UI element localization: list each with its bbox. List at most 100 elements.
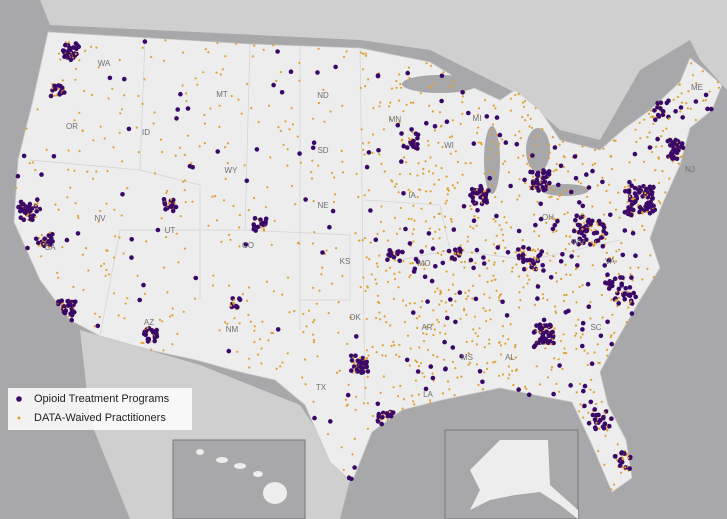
practitioner-dot <box>390 179 393 182</box>
state-label: NE <box>317 201 328 210</box>
practitioner-dot <box>485 320 488 323</box>
practitioner-dot <box>668 177 671 180</box>
treatment-program-dot <box>59 85 65 91</box>
treatment-program-dot <box>477 369 483 374</box>
practitioner-dot <box>601 176 604 179</box>
practitioner-dot <box>202 71 205 74</box>
practitioner-dot <box>610 155 613 158</box>
treatment-program-dot <box>521 245 526 250</box>
treatment-program-dot <box>610 283 615 289</box>
practitioner-dot <box>313 318 316 322</box>
practitioner-dot <box>382 230 385 233</box>
practitioner-dot <box>37 244 40 247</box>
practitioner-dot <box>418 315 421 318</box>
practitioner-dot <box>648 112 651 115</box>
practitioner-dot <box>456 181 459 184</box>
practitioner-dot <box>362 276 365 279</box>
practitioner-dot <box>439 125 442 128</box>
practitioner-dot <box>238 322 241 325</box>
practitioner-dot <box>456 376 459 379</box>
practitioner-dot <box>362 148 365 151</box>
practitioner-dot <box>645 210 648 214</box>
practitioner-dot <box>467 352 470 355</box>
practitioner-dot <box>224 146 227 149</box>
treatment-program-dot <box>602 421 608 427</box>
practitioner-dot <box>454 252 457 255</box>
treatment-program-dot <box>33 236 39 242</box>
practitioner-dot <box>677 162 681 165</box>
practitioner-dot <box>641 224 644 228</box>
treatment-program-dot <box>592 417 598 422</box>
treatment-program-dot <box>466 110 471 116</box>
practitioner-dot <box>422 340 426 343</box>
practitioner-dot <box>494 196 497 199</box>
practitioner-dot <box>591 205 594 208</box>
practitioner-dot <box>168 202 172 205</box>
practitioner-dot <box>461 101 464 104</box>
state-label: MT <box>216 90 228 99</box>
practitioner-dot <box>680 101 684 104</box>
practitioner-dot <box>212 274 215 277</box>
practitioner-dot <box>591 264 594 267</box>
practitioner-dot <box>450 220 453 223</box>
practitioner-dot <box>399 384 402 387</box>
treatment-program-dot <box>328 419 333 424</box>
treatment-program-dot <box>575 263 580 268</box>
treatment-program-dot <box>580 327 585 332</box>
state-label: CO <box>242 241 254 250</box>
treatment-program-dot <box>627 466 632 471</box>
treatment-program-dot <box>544 329 549 335</box>
practitioner-dot <box>581 284 584 287</box>
treatment-program-dot <box>608 212 613 218</box>
practitioner-dot <box>579 182 583 185</box>
practitioner-dot <box>494 360 497 363</box>
practitioner-dot <box>270 243 273 246</box>
practitioner-dot <box>359 286 362 289</box>
practitioner-dot <box>332 200 336 204</box>
treatment-program-dot <box>163 207 168 212</box>
practitioner-dot <box>424 160 427 163</box>
canada <box>0 0 727 140</box>
practitioner-dot <box>445 175 448 178</box>
treatment-program-dot <box>480 379 485 385</box>
practitioner-dot <box>230 304 233 307</box>
treatment-program-dot <box>27 208 33 214</box>
practitioner-dot <box>429 64 433 67</box>
treatment-program-dot <box>412 266 418 272</box>
treatment-program-dot <box>595 238 601 243</box>
practitioner-dot <box>459 122 462 125</box>
treatment-program-dot <box>580 203 586 209</box>
treatment-program-dot <box>354 334 359 339</box>
treatment-program-dot <box>647 145 653 150</box>
practitioner-dot <box>440 253 443 256</box>
practitioner-dot <box>432 309 435 312</box>
practitioner-dot <box>500 228 503 231</box>
practitioner-dot <box>454 150 457 153</box>
practitioner-dot <box>650 150 654 154</box>
treatment-program-dot <box>345 392 351 398</box>
practitioner-dot <box>399 82 402 86</box>
practitioner-dot <box>378 105 381 108</box>
treatment-program-dot <box>622 296 627 302</box>
practitioner-dot <box>562 165 565 169</box>
practitioner-dot <box>92 177 95 180</box>
practitioner-dot <box>169 315 172 318</box>
practitioner-dot <box>483 371 486 374</box>
practitioner-dot <box>334 193 337 196</box>
practitioner-dot <box>190 162 193 165</box>
practitioner-dot <box>240 112 243 115</box>
practitioner-dot <box>432 172 435 175</box>
practitioner-dot <box>355 395 358 398</box>
practitioner-dot <box>362 142 365 145</box>
practitioner-dot <box>583 221 586 224</box>
practitioner-dot <box>395 232 398 235</box>
treatment-program-dot <box>478 186 484 191</box>
practitioner-dot <box>271 331 274 335</box>
practitioner-dot <box>294 203 297 206</box>
practitioner-dot <box>657 181 661 185</box>
practitioner-dot <box>106 249 109 252</box>
practitioner-dot <box>114 235 117 238</box>
practitioner-dot <box>517 156 520 159</box>
practitioner-dot <box>558 390 561 393</box>
